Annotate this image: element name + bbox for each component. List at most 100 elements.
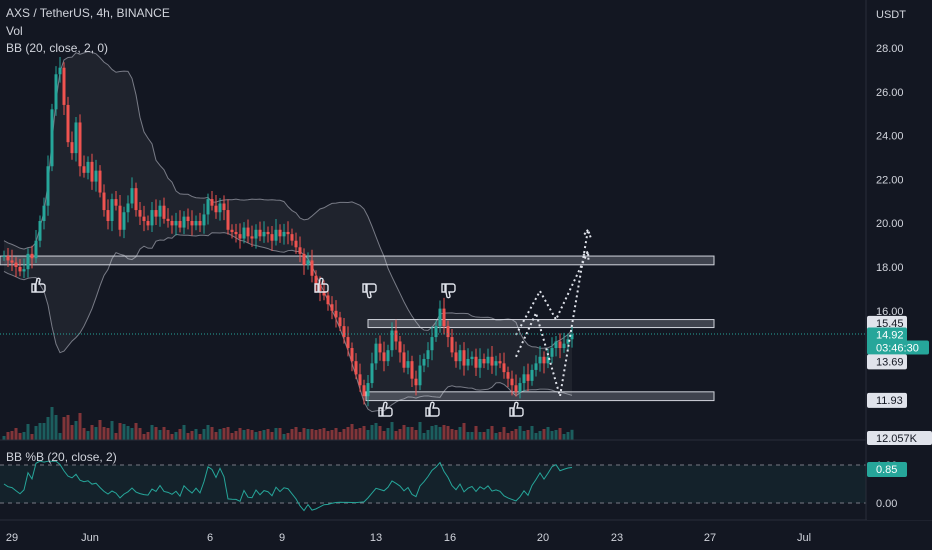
candle-body[interactable]	[462, 350, 466, 366]
projection-path[interactable]	[515, 251, 589, 336]
candle-body[interactable]	[262, 231, 266, 237]
candle-body[interactable]	[426, 350, 430, 359]
support-resistance-zones[interactable]	[0, 255, 715, 402]
thumb-up-icon[interactable]	[378, 401, 393, 417]
candle-body[interactable]	[294, 240, 298, 248]
candle-body[interactable]	[454, 352, 458, 362]
candle-body[interactable]	[54, 74, 58, 110]
candle-body[interactable]	[110, 199, 114, 222]
candle-body[interactable]	[6, 256, 10, 261]
candle-body[interactable]	[50, 109, 54, 167]
candle-body[interactable]	[10, 260, 14, 263]
candle-body[interactable]	[330, 304, 334, 311]
candle-body[interactable]	[230, 229, 234, 232]
candle-body[interactable]	[58, 67, 62, 75]
candle-body[interactable]	[298, 247, 302, 254]
candle-body[interactable]	[482, 358, 486, 364]
candle-body[interactable]	[526, 374, 530, 381]
candle-body[interactable]	[162, 205, 166, 219]
candle-body[interactable]	[306, 260, 310, 265]
candle-body[interactable]	[498, 361, 502, 364]
candle-body[interactable]	[506, 372, 510, 379]
candle-body[interactable]	[326, 295, 330, 305]
candle-body[interactable]	[242, 227, 246, 239]
candle-body[interactable]	[350, 348, 354, 362]
candle-body[interactable]	[22, 269, 26, 272]
candle-body[interactable]	[398, 341, 402, 353]
candle-body[interactable]	[538, 356, 542, 364]
candle-body[interactable]	[490, 356, 494, 366]
candle-body[interactable]	[358, 374, 362, 386]
candle-body[interactable]	[322, 291, 326, 296]
candle-body[interactable]	[174, 221, 178, 226]
candle-body[interactable]	[250, 236, 254, 239]
volume-legend[interactable]: Vol	[6, 24, 23, 38]
candle-body[interactable]	[190, 221, 194, 226]
candle-body[interactable]	[202, 214, 206, 226]
candle-body[interactable]	[402, 352, 406, 368]
candle-body[interactable]	[478, 358, 482, 368]
candle-body[interactable]	[182, 216, 186, 228]
candle-body[interactable]	[554, 341, 558, 349]
candle-body[interactable]	[206, 199, 210, 215]
candle-body[interactable]	[310, 260, 314, 276]
tag-mid-bg[interactable]	[867, 354, 907, 370]
candle-body[interactable]	[394, 330, 398, 342]
candle-body[interactable]	[474, 356, 478, 368]
candle-body[interactable]	[486, 356, 490, 364]
candle-body[interactable]	[14, 262, 18, 267]
candle-body[interactable]	[42, 205, 46, 222]
candle-body[interactable]	[314, 275, 318, 285]
candle-body[interactable]	[370, 363, 374, 384]
candle-body[interactable]	[38, 221, 42, 241]
candle-body[interactable]	[178, 221, 182, 228]
candle-body[interactable]	[434, 326, 438, 338]
candle-body[interactable]	[450, 337, 454, 353]
thumb-down-icon[interactable]	[441, 283, 456, 299]
candle-body[interactable]	[118, 205, 122, 230]
candle-body[interactable]	[286, 231, 290, 235]
thumb-up-icon[interactable]	[31, 277, 46, 293]
candle-body[interactable]	[458, 350, 462, 362]
tag-resistance-bg[interactable]	[867, 315, 907, 331]
candle-body[interactable]	[422, 358, 426, 366]
candle-body[interactable]	[26, 253, 30, 270]
candle-body[interactable]	[254, 229, 258, 239]
candle-body[interactable]	[566, 339, 570, 344]
candle-body[interactable]	[274, 229, 278, 241]
candle-body[interactable]	[86, 161, 90, 173]
candle-body[interactable]	[98, 170, 102, 193]
candle-body[interactable]	[390, 330, 394, 351]
projection-arrowhead[interactable]	[582, 227, 592, 238]
candle-body[interactable]	[74, 122, 78, 154]
thumb-down-icon[interactable]	[362, 283, 377, 299]
candle-body[interactable]	[366, 383, 370, 397]
candle-body[interactable]	[414, 378, 418, 386]
candle-body[interactable]	[246, 227, 250, 237]
candle-body[interactable]	[546, 356, 550, 364]
candle-body[interactable]	[90, 161, 94, 182]
candle-body[interactable]	[502, 363, 506, 373]
candle-body[interactable]	[166, 218, 170, 222]
candle-body[interactable]	[78, 122, 82, 167]
time-axis[interactable]: 29 Jun 6 9 13 16 20 23 27 Jul	[6, 532, 811, 544]
candle-body[interactable]	[374, 343, 378, 364]
candle-body[interactable]	[210, 199, 214, 206]
bollinger-legend[interactable]: BB (20, close, 2, 0)	[6, 41, 109, 55]
thumb-up-icon[interactable]	[509, 401, 524, 417]
candle-body[interactable]	[362, 385, 366, 397]
candle-body[interactable]	[418, 365, 422, 386]
projection-arrowhead[interactable]	[580, 249, 590, 260]
candle-body[interactable]	[114, 199, 118, 206]
candle-body[interactable]	[446, 326, 450, 338]
candle-body[interactable]	[338, 317, 342, 327]
candle-body[interactable]	[214, 205, 218, 213]
candle-body[interactable]	[138, 210, 142, 217]
candle-body[interactable]	[530, 369, 534, 381]
zone-box[interactable]	[0, 255, 715, 266]
candle-body[interactable]	[550, 348, 554, 357]
candle-body[interactable]	[290, 234, 294, 241]
candle-body[interactable]	[430, 337, 434, 351]
candles[interactable]	[2, 56, 574, 407]
